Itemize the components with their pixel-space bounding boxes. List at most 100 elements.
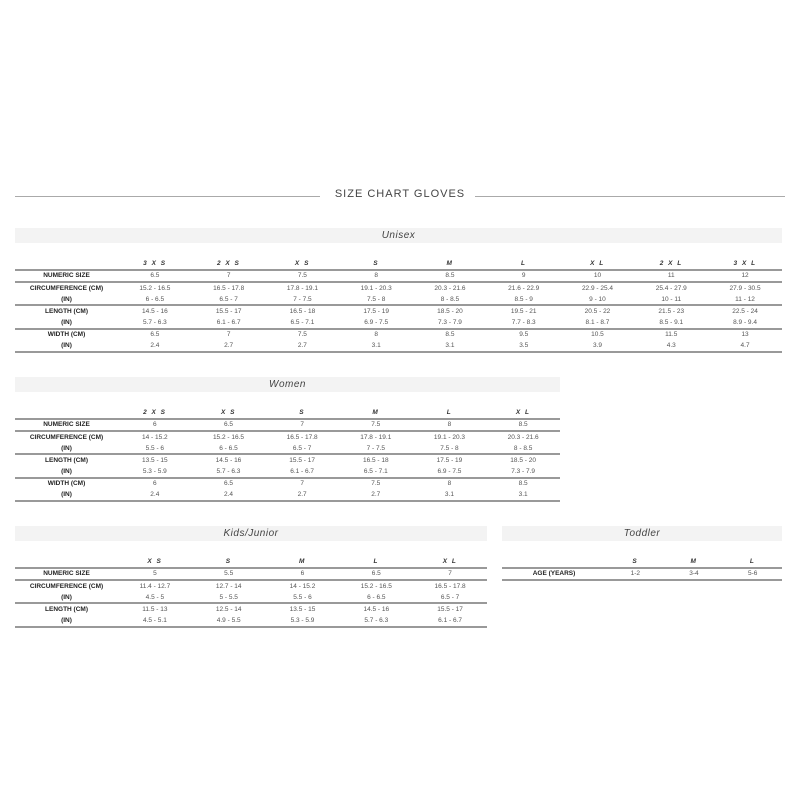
size-column-header: L	[749, 557, 756, 565]
table-cell: 8.1 - 8.7	[585, 318, 610, 326]
table-cell: 11 - 12	[735, 295, 755, 303]
table-cell: 2.4	[118, 489, 192, 502]
table-cell: 14 - 15.2	[118, 430, 192, 443]
table-cell: 7.3 - 7.9	[511, 467, 536, 475]
table-cell: 9.5	[486, 327, 561, 341]
size-column-header: X L	[590, 259, 605, 267]
table-cell: 11.5 - 13	[118, 602, 192, 615]
table-cell: 17.5 - 19	[339, 304, 414, 317]
table-cell: 8	[339, 327, 414, 341]
table-cell: 3.9	[560, 340, 635, 353]
table-cell: 15.2 - 16.5	[118, 281, 192, 294]
table-cell: 5.5 - 6	[145, 444, 165, 452]
table-cell: 19.1 - 20.3	[339, 281, 414, 294]
row-label: AGE (YEARS)	[502, 566, 606, 582]
table-cell: 13.5 - 15	[118, 453, 192, 466]
table-row: CIRCUMFERENCE (CM) 11.4 - 12.7 12.7 - 14 14…	[15, 579, 487, 592]
table-cell: 10	[560, 268, 635, 283]
table-cell: 15.2 - 16.5	[191, 430, 266, 443]
row-label: LENGTH (CM)	[15, 602, 118, 615]
table-cell: 5.7 - 6.3	[142, 318, 167, 326]
row-label: (IN)	[61, 318, 72, 326]
table-cell: 12.5 - 14	[191, 602, 266, 615]
table-cell: 2.7	[265, 489, 339, 502]
size-column-header: S	[299, 408, 306, 416]
table-cell: 8.5	[486, 417, 560, 432]
table-cell: 8	[412, 417, 487, 432]
table-cell: 2.7	[265, 340, 340, 353]
table-cell: 3.5	[486, 340, 561, 353]
table-cell: 6.5 - 7	[292, 444, 312, 452]
size-column-header: L	[446, 408, 453, 416]
size-column-header: 2 X S	[216, 259, 241, 267]
table-cell: 14.5 - 16	[118, 304, 192, 317]
size-column-header: X L	[515, 408, 531, 416]
header-blank	[15, 556, 118, 568]
table-row: (IN) 2.4 2.7 2.7 3.1 3.1 3.5 3.9 4.3 4.7	[15, 340, 782, 353]
table-row: NUMERIC SIZE 6 6.5 7 7.5 8 8.5	[15, 417, 560, 432]
table-cell: 9 - 10	[589, 295, 606, 303]
row-label: NUMERIC SIZE	[15, 268, 118, 283]
size-column-header: 3 X S	[143, 259, 167, 267]
size-column-header: 2 X S	[143, 408, 167, 416]
table-cell: 8	[412, 476, 487, 490]
table-cell: 19.5 - 21	[486, 304, 561, 317]
table-cell: 10 - 11	[661, 295, 682, 303]
table-cell: 8.5	[413, 268, 487, 283]
table-cell: 11.4 - 12.7	[118, 579, 192, 592]
table-cell: 5 - 5.5	[219, 593, 238, 601]
size-table: S M L AGE (YEARS) 1-2 3-4 5-6	[502, 556, 782, 582]
table-cell: 3.1	[412, 489, 487, 502]
table-cell: 7.5	[338, 476, 413, 490]
size-column-header: S	[632, 557, 639, 565]
section-heading: Kids/Junior	[15, 526, 487, 541]
row-label: (IN)	[61, 593, 72, 601]
table-cell: 4.9 - 5.5	[191, 614, 266, 628]
table-cell: 21.5 - 23	[634, 304, 709, 317]
row-label: CIRCUMFERENCE (CM)	[15, 430, 118, 443]
table-cell: 3-4	[664, 566, 724, 582]
row-label: (IN)	[61, 295, 72, 303]
table-cell: 13	[708, 327, 782, 341]
size-column-header: X S	[220, 408, 236, 416]
table-cell: 18.5 - 20	[413, 304, 487, 317]
table-cell: 6.5 - 7.1	[363, 467, 388, 475]
row-label: (IN)	[15, 489, 118, 502]
table-cell: 6.1 - 6.7	[290, 467, 315, 475]
title-divider-left	[15, 196, 320, 197]
size-column-header: M	[299, 557, 306, 565]
header-blank	[15, 407, 118, 419]
table-row: (IN) 5.7 - 6.3 6.1 - 6.7 6.5 - 7.1 6.9 - 7.5…	[15, 317, 782, 329]
row-label: WIDTH (CM)	[15, 476, 118, 490]
table-cell: 4.5 - 5.1	[118, 614, 192, 628]
table-cell: 8 - 8.5	[513, 444, 533, 452]
section-heading: Toddler	[502, 526, 782, 541]
table-cell: 6.5	[191, 476, 266, 490]
table-cell: 9	[486, 268, 561, 283]
table-row: (IN) 5.5 - 6 6 - 6.5 6.5 - 7 7 - 7.5 7.5 - 8 8…	[15, 443, 560, 455]
table-cell: 12	[708, 268, 782, 283]
table-cell: 3.1	[486, 489, 560, 502]
table-cell: 6.5	[118, 268, 192, 283]
table-cell: 2.4	[118, 340, 192, 353]
row-label: LENGTH (CM)	[15, 453, 118, 466]
row-label: NUMERIC SIZE	[15, 566, 118, 581]
table-cell: 17.8 - 19.1	[338, 430, 413, 443]
table-cell: 20.3 - 21.6	[413, 281, 487, 294]
size-column-header: S	[225, 557, 232, 565]
table-row: LENGTH (CM) 14.5 - 16 15.5 - 17 16.5 - 18 17…	[15, 304, 782, 317]
table-cell: 7.5 - 8	[440, 444, 459, 452]
table-cell: 5.7 - 6.3	[216, 467, 241, 475]
table-row: CIRCUMFERENCE (CM) 14 - 15.2 15.2 - 16.5 16…	[15, 430, 560, 443]
row-label: (IN)	[61, 467, 72, 475]
table-cell: 20.5 - 22	[560, 304, 635, 317]
table-cell: 6.5 - 7	[440, 593, 460, 601]
table-cell: 7.3 - 7.9	[438, 318, 462, 326]
table-cell: 14 - 15.2	[265, 579, 340, 592]
table-cell: 8.9 - 9.4	[733, 318, 757, 326]
table-cell: 2.7	[191, 340, 266, 353]
table-cell: 6 - 6.5	[145, 295, 165, 303]
